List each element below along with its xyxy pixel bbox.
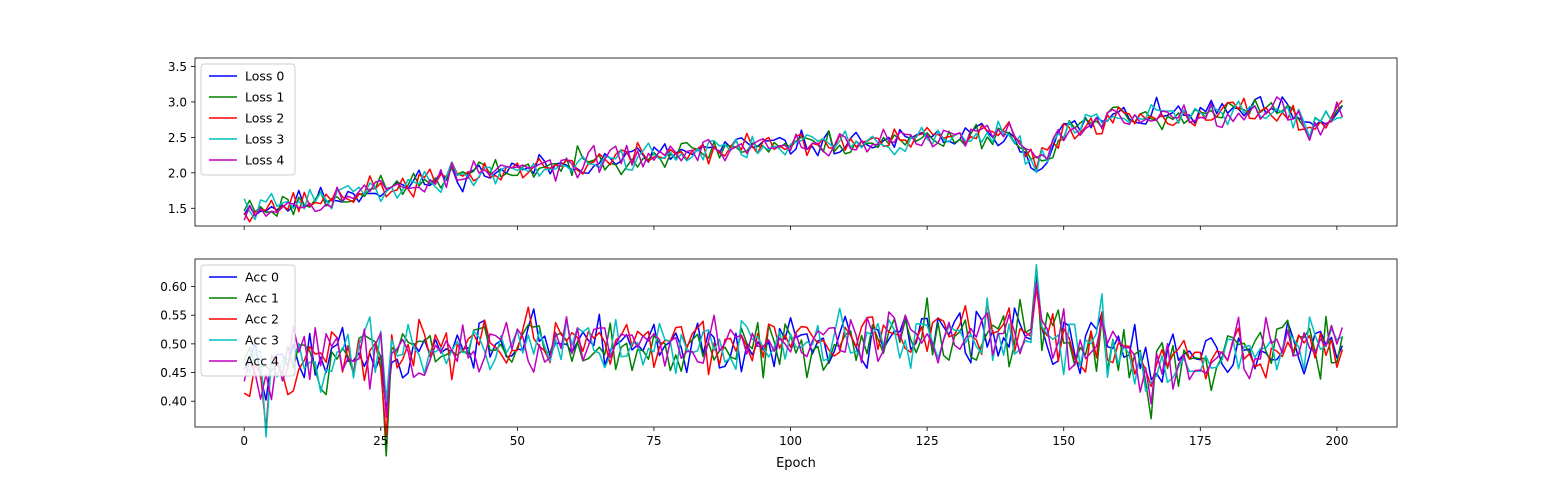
legend-label: Acc 4 <box>245 354 279 369</box>
axes-frame <box>194 57 1398 227</box>
x-axis-label: Epoch <box>776 456 816 471</box>
legend: Acc 0 Acc 1 Acc 2 Acc 3 Acc 4 <box>200 264 296 377</box>
legend-label: Acc 3 <box>245 333 279 348</box>
y-tick-label: 0.40 <box>160 395 187 409</box>
axes-frame <box>194 258 1398 428</box>
x-tick-label: 200 <box>1325 434 1348 448</box>
x-tick-label: 175 <box>1189 434 1212 448</box>
legend-label: Loss 3 <box>245 132 284 147</box>
legend-label: Acc 2 <box>245 312 279 327</box>
y-tick-label: 2.0 <box>168 166 187 180</box>
legend-label: Acc 1 <box>245 291 279 306</box>
legend-label: Loss 0 <box>245 69 284 84</box>
legend: Loss 0 Loss 1 Loss 2 Loss 3 Loss 4 <box>200 63 296 176</box>
x-tick-label: 25 <box>373 434 388 448</box>
legend-box <box>200 63 296 176</box>
x-tick-label: 100 <box>779 434 802 448</box>
y-tick-label: 3.0 <box>168 95 187 109</box>
x-tick-label: 125 <box>916 434 939 448</box>
x-tick-label: 50 <box>510 434 525 448</box>
y-tick-label: 0.60 <box>160 280 187 294</box>
series-line-acc-4 <box>243 281 1344 418</box>
y-tick-label: 0.55 <box>160 309 187 323</box>
accuracy-axes: 0 25 50 75 100 125 150 175 200 0.40 0.45 0.50 0.55 0.… <box>160 258 1398 471</box>
y-tick-label: 3.5 <box>168 60 187 74</box>
y-tick-label: 1.5 <box>168 202 187 216</box>
y-tick-label: 0.50 <box>160 337 187 351</box>
x-tick-label: 150 <box>1052 434 1075 448</box>
x-tick-label: 75 <box>646 434 661 448</box>
x-tick-label: 0 <box>240 434 248 448</box>
y-tick-label: 0.45 <box>160 366 187 380</box>
legend-label: Acc 0 <box>245 270 279 285</box>
legend-label: Loss 1 <box>245 90 284 105</box>
legend-label: Loss 4 <box>245 153 284 168</box>
legend-box <box>200 264 296 377</box>
y-tick-label: 2.5 <box>168 131 187 145</box>
legend-label: Loss 2 <box>245 111 284 126</box>
series-line-loss-4 <box>243 96 1344 221</box>
